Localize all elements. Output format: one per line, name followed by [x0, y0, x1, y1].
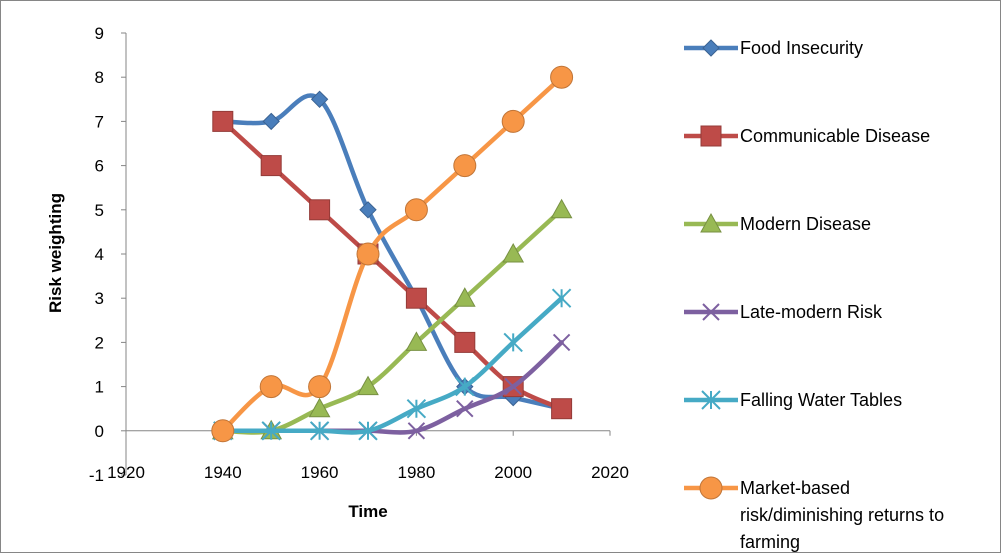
legend-label: Communicable Disease [740, 126, 930, 146]
data-point-square [454, 331, 476, 353]
legend-label: Food Insecurity [740, 38, 863, 58]
x-tick-label: 1960 [301, 463, 339, 482]
data-point-circle [404, 198, 428, 222]
x-tick-label: 1940 [204, 463, 242, 482]
data-point-x [456, 399, 474, 418]
x-tick-label: 1980 [397, 463, 435, 482]
data-point-x [504, 377, 522, 396]
y-tick-label: 0 [95, 422, 104, 441]
data-point-diamond [359, 201, 377, 219]
data-point-triangle [453, 287, 476, 307]
data-point-star [358, 421, 378, 441]
data-point-circle [259, 375, 283, 399]
x-tick-label: 2020 [591, 463, 629, 482]
series-6 [211, 65, 574, 443]
legend-item-4: Late-modern Risk [684, 302, 883, 322]
data-point-circle [699, 476, 723, 500]
y-tick-label: 2 [95, 333, 104, 352]
y-tick-label: 4 [95, 245, 104, 264]
data-point-triangle [502, 242, 525, 263]
data-point-star [455, 376, 475, 397]
data-point-star [309, 421, 330, 441]
data-point-triangle [308, 397, 331, 418]
data-point-circle [550, 65, 574, 89]
y-tick-label: -1 [89, 466, 104, 485]
y-tick-label: 8 [95, 68, 104, 87]
data-point-circle [501, 109, 525, 133]
data-point-x [407, 422, 426, 440]
y-tick-label: 7 [95, 112, 104, 131]
legend-item-1: Food Insecurity [684, 38, 863, 58]
legend-label: farming [740, 532, 800, 552]
y-tick-label: 3 [95, 289, 104, 308]
legend-label: Falling Water Tables [740, 390, 902, 410]
x-tick-label: 1920 [107, 463, 145, 482]
legend-item-5: Falling Water Tables [684, 390, 902, 410]
data-point-circle [356, 242, 380, 266]
legend-label: Late-modern Risk [740, 302, 883, 322]
data-point-circle [211, 419, 235, 443]
data-point-circle [308, 375, 332, 399]
data-point-square [551, 398, 573, 420]
legend-item-3: Modern Disease [684, 212, 871, 234]
data-point-star [503, 332, 523, 353]
data-point-triangle [700, 212, 722, 233]
legend-item-6: Market-based risk/diminishing returns to f… [684, 476, 944, 552]
data-point-square [260, 155, 282, 177]
data-point-x [702, 303, 720, 321]
data-point-circle [453, 154, 477, 178]
y-tick-label: 6 [95, 157, 104, 176]
data-point-triangle [405, 331, 428, 351]
data-point-diamond [262, 112, 280, 131]
data-point-star [551, 288, 572, 308]
legend-label: risk/diminishing returns to [740, 505, 944, 525]
data-point-triangle [550, 198, 573, 219]
data-point-diamond [310, 90, 329, 109]
data-point-diamond [702, 39, 720, 57]
y-tick-label: 1 [95, 378, 104, 397]
data-point-star [701, 390, 721, 410]
x-axis-title: Time [348, 502, 387, 521]
data-point-triangle [357, 375, 379, 396]
data-point-star [406, 398, 427, 419]
series-5 [213, 288, 572, 441]
y-tick-label: 9 [95, 24, 104, 43]
y-tick-label: 5 [95, 201, 104, 220]
data-point-square [700, 125, 722, 147]
data-point-square [212, 110, 234, 132]
legend-label: Market-based [740, 478, 850, 498]
x-tick-label: 2000 [494, 463, 532, 482]
legend-label: Modern Disease [740, 214, 871, 234]
data-point-square [309, 199, 331, 221]
data-point-star [261, 421, 281, 441]
data-point-square [405, 287, 427, 309]
y-axis-title: Risk weighting [46, 193, 65, 313]
legend-item-2: Communicable Disease [684, 125, 930, 147]
data-point-x [552, 333, 571, 352]
